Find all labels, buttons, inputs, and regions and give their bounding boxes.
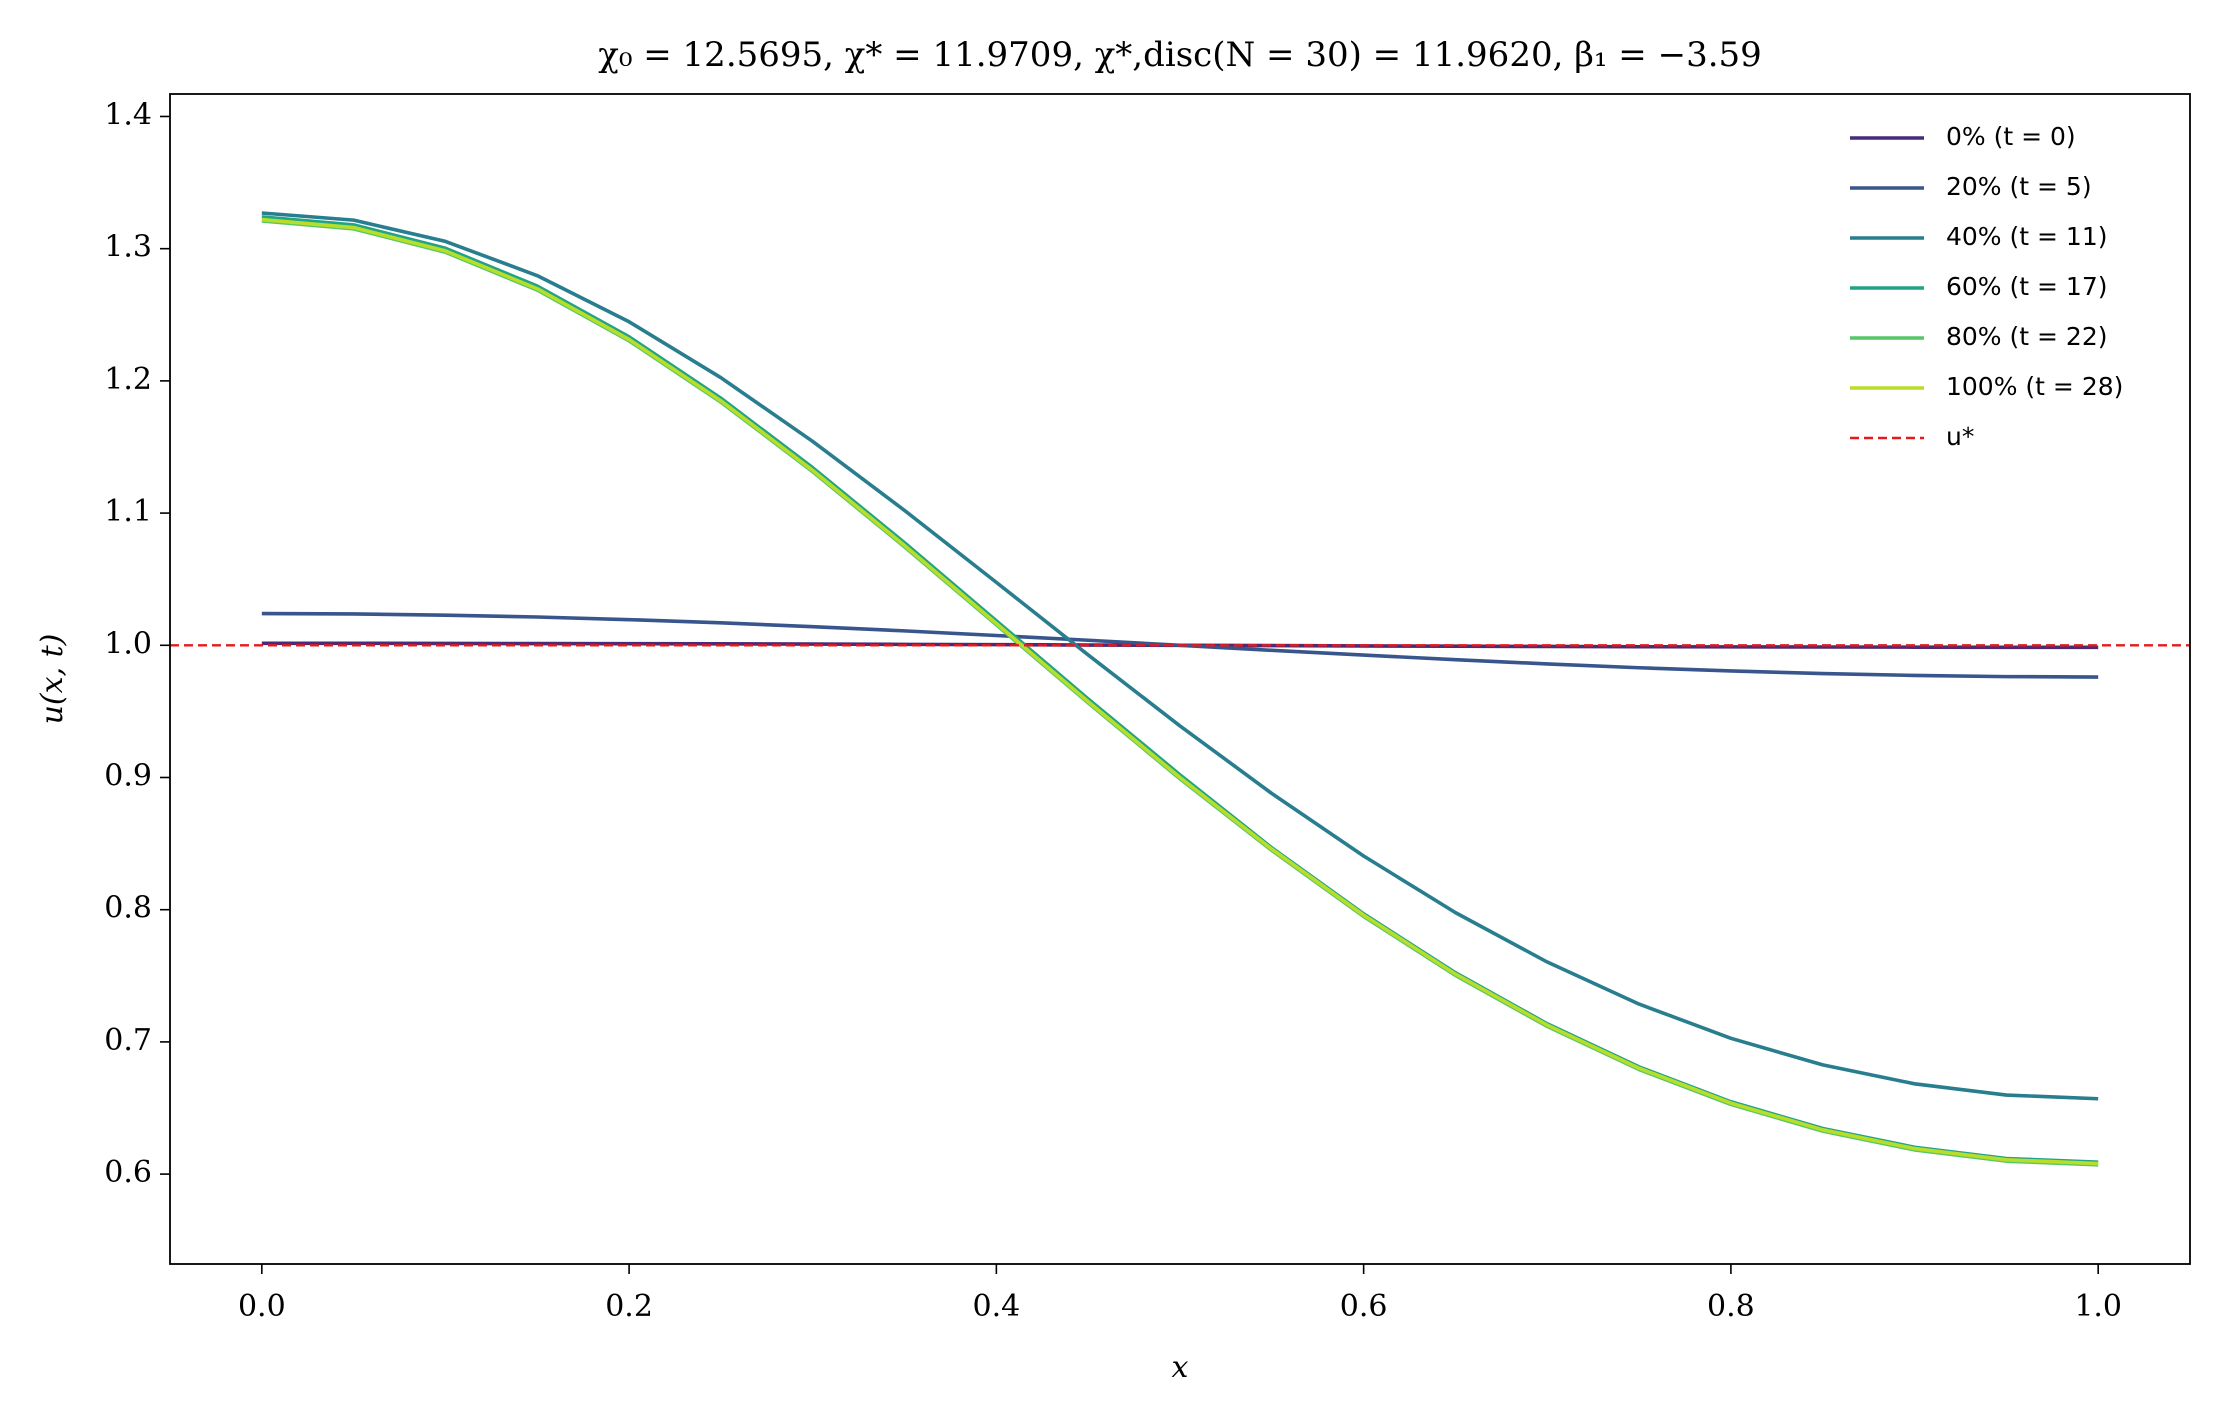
legend-label: 20% (t = 5): [1946, 172, 2092, 201]
legend-label: 40% (t = 11): [1946, 222, 2107, 251]
y-tick-label: 0.6: [104, 1155, 152, 1190]
series-line: [261, 217, 2099, 1166]
legend-label: u*: [1946, 422, 1974, 451]
y-tick-label: 1.3: [104, 230, 152, 265]
legend-label: 60% (t = 17): [1946, 272, 2107, 301]
x-tick-label: 0.2: [605, 1289, 653, 1324]
y-tick-label: 1.2: [104, 362, 152, 397]
y-tick-label: 1.0: [104, 626, 152, 661]
plot-frame: [169, 93, 2191, 1265]
x-tick-label: 0.0: [238, 1289, 286, 1324]
series-line: [261, 211, 2099, 1101]
x-tick-label: 0.8: [1707, 1289, 1755, 1324]
legend-label: 0% (t = 0): [1946, 122, 2076, 151]
x-tick-label: 0.4: [973, 1289, 1021, 1324]
x-tick-label: 1.0: [2074, 1289, 2122, 1324]
y-tick-label: 1.1: [104, 494, 152, 529]
x-axis-label: x: [1172, 1350, 1189, 1385]
legend-label: 100% (t = 28): [1946, 372, 2123, 401]
y-axis-label: u(x, t): [35, 634, 70, 725]
legend-label: 80% (t = 22): [1946, 322, 2107, 351]
y-tick-label: 0.7: [104, 1023, 152, 1058]
y-tick-label: 1.4: [104, 97, 152, 132]
x-tick-label: 0.6: [1340, 1289, 1388, 1324]
y-tick-label: 0.8: [104, 891, 152, 926]
y-tick-label: 0.9: [104, 758, 152, 793]
chart-title: χ₀ = 12.5695, χ* = 11.9709, χ*,disc(N = …: [598, 35, 1762, 75]
